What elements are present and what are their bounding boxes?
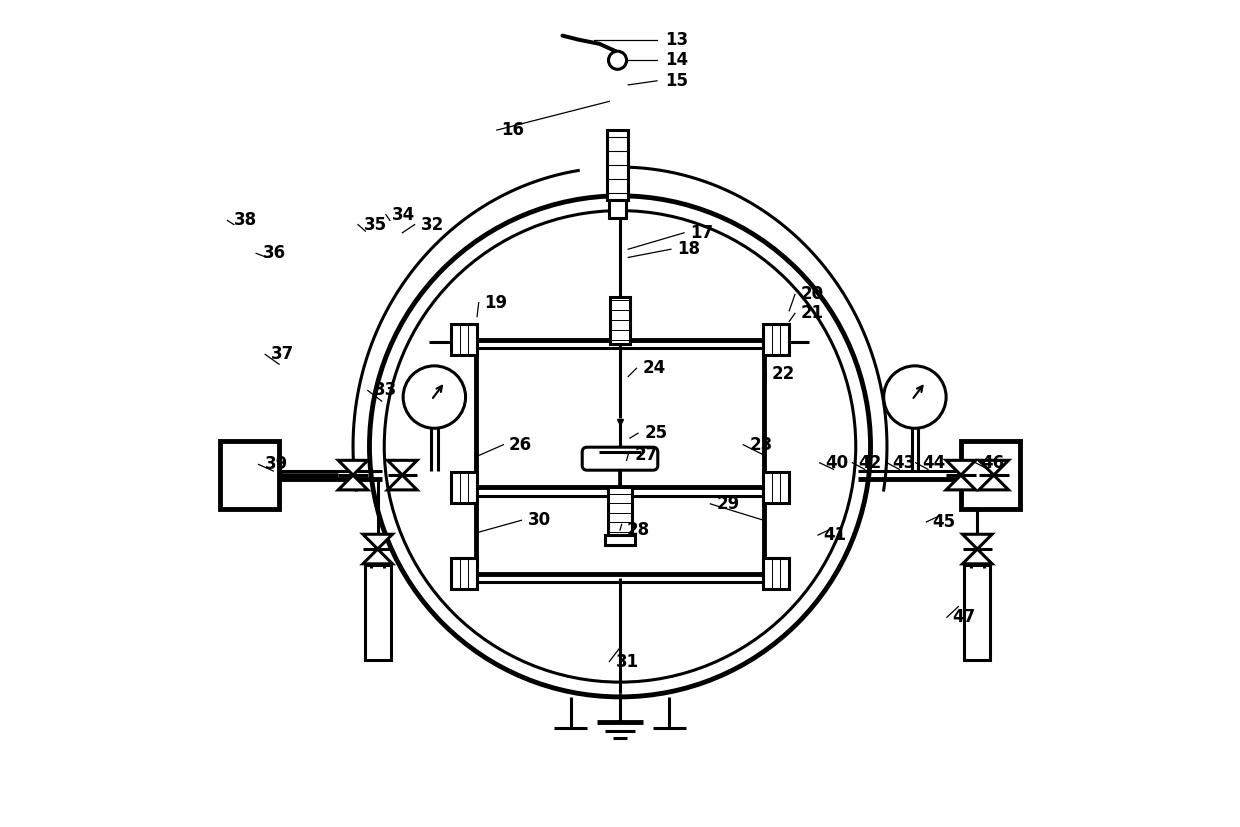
Bar — [763, 558, 789, 590]
Text: 19: 19 — [485, 294, 507, 312]
Text: 34: 34 — [392, 206, 415, 224]
Polygon shape — [388, 461, 417, 475]
Polygon shape — [339, 475, 368, 490]
Text: 22: 22 — [773, 365, 795, 383]
Polygon shape — [363, 549, 392, 564]
Text: 27: 27 — [635, 446, 658, 464]
Bar — [763, 472, 789, 503]
Bar — [605, 535, 635, 545]
Polygon shape — [946, 475, 976, 490]
Bar — [451, 558, 477, 590]
Bar — [609, 487, 631, 537]
Text: 35: 35 — [363, 216, 387, 233]
Text: 47: 47 — [952, 608, 976, 626]
Polygon shape — [978, 475, 1008, 490]
Bar — [609, 200, 626, 218]
Text: 23: 23 — [750, 436, 773, 454]
Text: 31: 31 — [616, 653, 639, 671]
Text: 20: 20 — [801, 285, 823, 304]
Text: 32: 32 — [422, 216, 444, 233]
Polygon shape — [978, 461, 1008, 475]
Bar — [365, 566, 391, 660]
Bar — [606, 130, 629, 200]
Text: 46: 46 — [981, 454, 1004, 471]
Text: 41: 41 — [823, 526, 847, 544]
Text: 42: 42 — [858, 454, 882, 471]
Text: 17: 17 — [689, 224, 713, 241]
Polygon shape — [363, 534, 392, 549]
Bar — [219, 442, 279, 509]
Text: 44: 44 — [923, 454, 946, 471]
Bar — [965, 566, 991, 660]
Bar — [451, 324, 477, 355]
Text: 43: 43 — [893, 454, 916, 471]
Text: 24: 24 — [644, 359, 666, 377]
Polygon shape — [962, 534, 992, 549]
Bar — [451, 472, 477, 503]
Text: 36: 36 — [263, 244, 285, 262]
FancyBboxPatch shape — [583, 447, 657, 471]
Text: 40: 40 — [826, 454, 848, 471]
Circle shape — [884, 366, 946, 428]
Circle shape — [609, 51, 626, 69]
Text: 15: 15 — [665, 72, 688, 90]
Bar — [610, 297, 630, 345]
Bar — [961, 442, 1021, 509]
Text: 45: 45 — [932, 513, 955, 531]
Polygon shape — [962, 549, 992, 564]
Text: 18: 18 — [677, 240, 701, 258]
Circle shape — [370, 196, 870, 697]
Text: 14: 14 — [665, 51, 688, 69]
Text: 16: 16 — [501, 121, 523, 139]
Polygon shape — [339, 461, 368, 475]
Text: 39: 39 — [265, 456, 289, 473]
Text: 13: 13 — [665, 31, 688, 49]
Polygon shape — [388, 475, 417, 490]
Text: 30: 30 — [528, 511, 551, 529]
Text: 25: 25 — [645, 424, 668, 442]
Text: 38: 38 — [234, 212, 257, 229]
Text: 28: 28 — [626, 521, 650, 539]
Bar — [763, 324, 789, 355]
Text: 37: 37 — [270, 346, 294, 363]
Text: 26: 26 — [510, 436, 532, 454]
Circle shape — [403, 366, 465, 428]
Text: 21: 21 — [801, 304, 823, 323]
Polygon shape — [946, 461, 976, 475]
Text: 29: 29 — [717, 495, 740, 513]
Text: 33: 33 — [373, 381, 397, 399]
